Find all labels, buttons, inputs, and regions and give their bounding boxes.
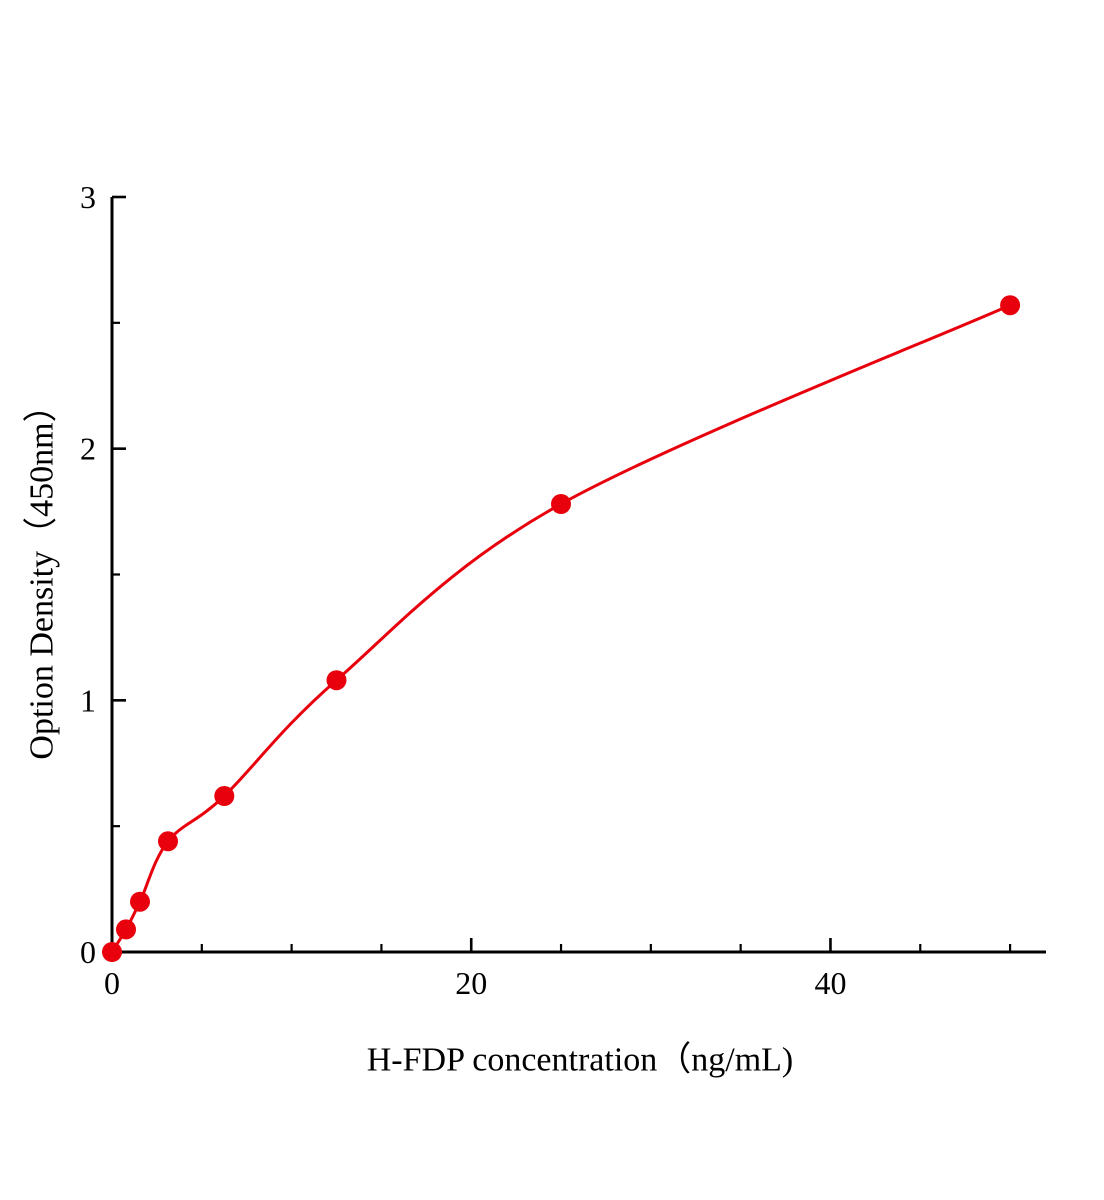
data-point bbox=[551, 494, 571, 514]
y-tick-label: 0 bbox=[80, 934, 96, 970]
y-tick-label: 2 bbox=[80, 431, 96, 467]
data-point bbox=[214, 786, 235, 806]
fit-curve bbox=[110, 303, 1012, 954]
data-point bbox=[326, 670, 347, 691]
x-tick-label: 20 bbox=[455, 965, 487, 1001]
data-point bbox=[116, 919, 136, 940]
data-point bbox=[1000, 295, 1021, 316]
data-point bbox=[158, 831, 178, 852]
x-tick-label: 0 bbox=[104, 965, 120, 1001]
x-axis-title: H-FDP concentration（ng/mL) bbox=[366, 1041, 794, 1079]
y-tick-label: 3 bbox=[80, 179, 96, 215]
data-point bbox=[102, 942, 122, 962]
y-tick-label: 1 bbox=[80, 682, 96, 718]
y-axis-title: Option Density（450nm） bbox=[23, 388, 61, 760]
x-tick-label: 40 bbox=[814, 965, 846, 1001]
data-point bbox=[130, 891, 150, 912]
